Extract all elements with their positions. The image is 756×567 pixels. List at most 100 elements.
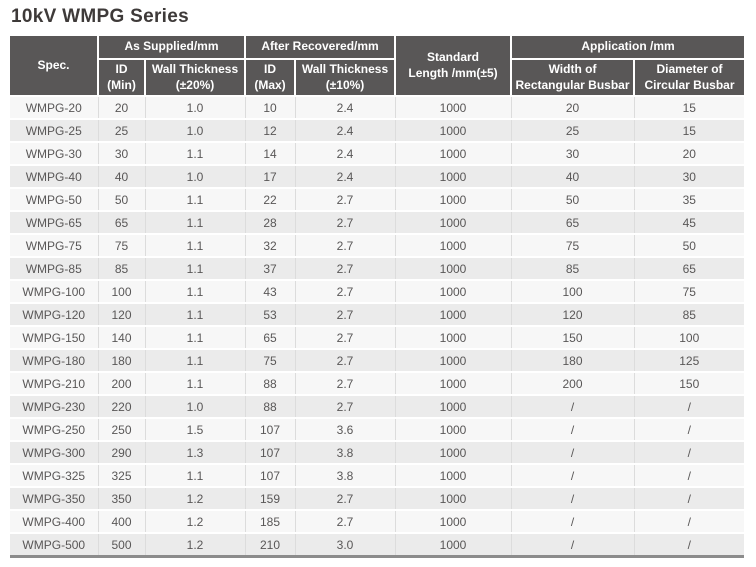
header-sub-row: ID (Min) Wall Thickness (±20%) ID (Max) …	[10, 57, 745, 98]
table-row: WMPG-150 140 1.1 65 2.7 1000 150 100	[10, 325, 745, 350]
value-cell: 210	[244, 532, 296, 557]
table-row: WMPG-210 200 1.1 88 2.7 1000 200 150	[10, 371, 745, 396]
value-cell: 2.7	[294, 256, 396, 281]
table-row: WMPG-400 400 1.2 185 2.7 1000//	[10, 509, 745, 534]
value-cell: 140	[97, 325, 146, 350]
table-row: WMPG-100 100 1.1 43 2.7 1000 100 75	[10, 279, 745, 304]
value-cell: 2.7	[294, 371, 396, 396]
table-row: WMPG-230 220 1.0 88 2.7 1000//	[10, 394, 745, 419]
spec-cell: WMPG-120	[10, 302, 99, 327]
value-cell: 1.3	[144, 440, 246, 465]
value-cell: 1.1	[144, 141, 246, 166]
value-cell: 1.5	[144, 417, 246, 442]
value-cell: 85	[510, 256, 635, 281]
table-row: WMPG-120 120 1.1 53 2.7 1000 120 85	[10, 302, 745, 327]
value-cell: 37	[244, 256, 296, 281]
value-cell: 159	[244, 486, 296, 511]
value-cell: 290	[97, 440, 146, 465]
value-cell: 40	[510, 164, 635, 189]
value-cell: 180	[510, 348, 635, 373]
value-cell: 3.0	[294, 532, 396, 557]
value-cell: 14	[244, 141, 296, 166]
value-cell: 2.7	[294, 233, 396, 258]
value-cell: /	[633, 509, 745, 534]
value-cell: 88	[244, 394, 296, 419]
value-cell: 75	[633, 279, 745, 304]
spec-cell: WMPG-65	[10, 210, 99, 235]
value-cell: 1000	[394, 486, 512, 511]
spec-cell: WMPG-500	[10, 532, 99, 557]
wmpg-spec-table: Spec. As Supplied/mm After Recovered/mm …	[10, 36, 745, 559]
value-cell: 1000	[394, 348, 512, 373]
value-cell: 65	[633, 256, 745, 281]
value-cell: 1.1	[144, 325, 246, 350]
value-cell: 1.1	[144, 348, 246, 373]
spec-cell: WMPG-150	[10, 325, 99, 350]
value-cell: /	[510, 417, 635, 442]
spec-cell: WMPG-40	[10, 164, 99, 189]
value-cell: 65	[510, 210, 635, 235]
table-row: WMPG-85 85 1.1 37 2.7 1000 85 65	[10, 256, 745, 281]
table-row: WMPG-20 20 1.0 10 2.4 1000 20 15	[10, 95, 745, 120]
value-cell: 100	[633, 325, 745, 350]
value-cell: 2.7	[294, 187, 396, 212]
value-cell: 1000	[394, 141, 512, 166]
value-cell: 1000	[394, 440, 512, 465]
value-cell: 75	[510, 233, 635, 258]
value-cell: 2.7	[294, 394, 396, 419]
value-cell: 30	[633, 164, 745, 189]
table-row: WMPG-75 75 1.1 32 2.7 1000 75 50	[10, 233, 745, 258]
value-cell: 1000	[394, 164, 512, 189]
value-cell: /	[510, 509, 635, 534]
value-cell: /	[510, 486, 635, 511]
spec-cell: WMPG-400	[10, 509, 99, 534]
value-cell: 17	[244, 164, 296, 189]
value-cell: 30	[510, 141, 635, 166]
table-row: WMPG-65 65 1.1 28 2.7 1000 65 45	[10, 210, 745, 235]
page-title: 10kV WMPG Series	[11, 6, 189, 27]
value-cell: /	[510, 532, 635, 557]
value-cell: 1.0	[144, 394, 246, 419]
value-cell: 107	[244, 417, 296, 442]
value-cell: 85	[633, 302, 745, 327]
value-cell: 65	[97, 210, 146, 235]
value-cell: /	[633, 417, 745, 442]
col-group-application: Application /mm	[510, 36, 745, 60]
value-cell: /	[633, 486, 745, 511]
value-cell: /	[510, 440, 635, 465]
value-cell: 2.4	[294, 164, 396, 189]
table-row: WMPG-25 25 1.0 12 2.4 1000 25 15	[10, 118, 745, 143]
value-cell: 20	[97, 95, 146, 120]
value-cell: 20	[633, 141, 745, 166]
spec-cell: WMPG-300	[10, 440, 99, 465]
value-cell: /	[633, 440, 745, 465]
value-cell: 40	[97, 164, 146, 189]
value-cell: 1000	[394, 509, 512, 534]
value-cell: 2.4	[294, 95, 396, 120]
value-cell: 43	[244, 279, 296, 304]
table-row: WMPG-50 50 1.1 22 2.7 1000 50 35	[10, 187, 745, 212]
spec-cell: WMPG-210	[10, 371, 99, 396]
value-cell: 200	[97, 371, 146, 396]
value-cell: 100	[510, 279, 635, 304]
value-cell: 1.1	[144, 187, 246, 212]
value-cell: 35	[633, 187, 745, 212]
value-cell: 200	[510, 371, 635, 396]
col-header-wall-thickness-20: Wall Thickness (±20%)	[143, 57, 247, 98]
value-cell: 3.6	[294, 417, 396, 442]
value-cell: 2.7	[294, 486, 396, 511]
value-cell: 1.1	[144, 302, 246, 327]
value-cell: 350	[97, 486, 146, 511]
value-cell: 50	[633, 233, 745, 258]
value-cell: 1000	[394, 233, 512, 258]
col-header-standard-length: Standard Length /mm(±5)	[394, 36, 513, 98]
value-cell: 107	[244, 440, 296, 465]
col-group-after-recovered: After Recovered/mm	[244, 36, 397, 60]
table-row: WMPG-500 500 1.2 210 3.0 1000//	[10, 532, 745, 557]
table-row: WMPG-325 325 1.1 107 3.8 1000//	[10, 463, 745, 488]
spec-cell: WMPG-75	[10, 233, 99, 258]
value-cell: 85	[97, 256, 146, 281]
col-header-id-max: ID (Max)	[244, 57, 297, 98]
header-group-row: Spec. As Supplied/mm After Recovered/mm …	[10, 36, 745, 98]
spec-cell: WMPG-85	[10, 256, 99, 281]
